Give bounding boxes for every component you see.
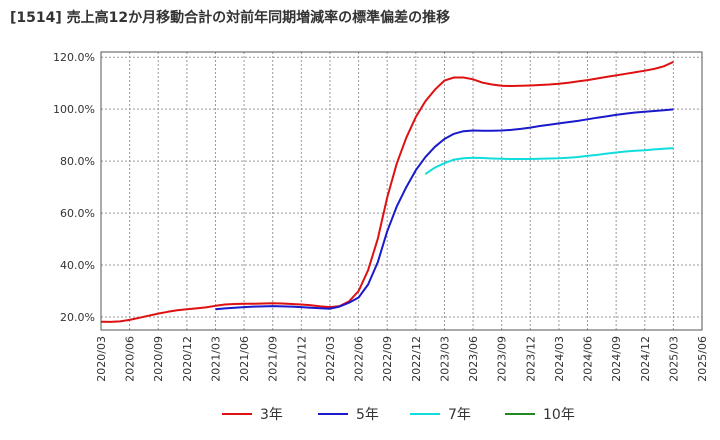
x-tick-label: 2024/12 [639, 336, 652, 382]
x-tick-label: 2023/12 [524, 336, 537, 382]
x-tick-label: 2025/06 [696, 336, 709, 382]
x-tick-label: 2024/09 [610, 336, 623, 382]
x-tick-label: 2024/03 [553, 336, 566, 382]
legend: 3年 5年 7年 10年 [222, 407, 575, 423]
series-line-3 [424, 147, 674, 175]
x-tick-label: 2021/12 [295, 336, 308, 382]
x-tick-label: 2021/09 [267, 336, 280, 382]
grid [100, 52, 703, 330]
chart-title: [1514] 売上高12か月移動合計の対前年同期増減率の標準偏差の推移 [10, 9, 450, 26]
legend-label: 7年 [448, 407, 471, 423]
x-tick-label: 2021/03 [209, 336, 222, 382]
x-tick-label: 2020/12 [181, 336, 194, 382]
legend-label: 5年 [356, 407, 379, 423]
x-tick-label: 2020/06 [124, 336, 137, 382]
x-tick-label: 2023/03 [438, 336, 451, 382]
x-tick-label: 2022/03 [324, 336, 337, 382]
x-tick-label: 2022/06 [353, 336, 366, 382]
y-tick-label: 60.0% [60, 207, 95, 220]
x-tick-label: 2022/12 [410, 336, 423, 382]
series-line-2 [215, 108, 674, 311]
legend-label: 3年 [260, 407, 283, 423]
series-line-1 [100, 60, 674, 323]
x-tick-label: 2020/09 [152, 336, 165, 382]
x-tick-label: 2023/06 [467, 336, 480, 382]
y-tick-label: 100.0% [53, 103, 95, 116]
y-tick-label: 120.0% [53, 51, 95, 64]
x-tick-label: 2023/09 [496, 336, 509, 382]
x-tick-label: 2021/06 [238, 336, 251, 382]
y-tick-label: 80.0% [60, 155, 95, 168]
x-tick-label: 2022/09 [381, 336, 394, 382]
y-tick-label: 40.0% [60, 259, 95, 272]
y-axis: 20.0% 40.0% 60.0% 80.0% 100.0% 120.0% [53, 51, 95, 324]
series-layer [100, 60, 674, 323]
x-axis: 2020/03 2020/06 2020/09 2020/12 2021/03 2021/… [95, 336, 709, 382]
x-tick-label: 2024/06 [582, 336, 595, 382]
legend-label: 10年 [543, 407, 575, 423]
x-tick-label: 2020/03 [95, 336, 108, 382]
y-tick-label: 20.0% [60, 311, 95, 324]
x-tick-label: 2025/03 [667, 336, 680, 382]
plot-frame [100, 51, 703, 331]
